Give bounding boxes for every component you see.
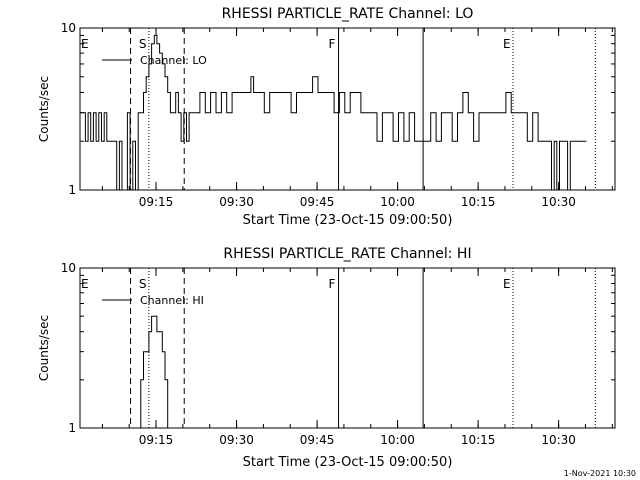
series-line bbox=[138, 315, 169, 429]
x-tick-label: 10:00 bbox=[380, 433, 415, 447]
x-tick-label: 10:30 bbox=[541, 195, 576, 209]
x-tick-label: 09:15 bbox=[139, 433, 174, 447]
legend-label: Channel: HI bbox=[140, 294, 204, 307]
y-axis-label: Counts/sec bbox=[37, 76, 51, 142]
x-tick-label: 09:45 bbox=[300, 433, 335, 447]
x-axis-label: Start Time (23-Oct-15 09:00:50) bbox=[243, 455, 453, 470]
chart-title: RHESSI PARTICLE_RATE Channel: LO bbox=[222, 6, 474, 22]
legend-label: Channel: LO bbox=[140, 54, 207, 67]
corner-marker-label: E bbox=[81, 37, 89, 51]
y-axis-label: Counts/sec bbox=[37, 315, 51, 381]
x-tick-label: 10:15 bbox=[461, 195, 496, 209]
y-tick-label: 10 bbox=[61, 261, 76, 275]
chart-panel-hi: RHESSI PARTICLE_RATE Channel: HI 10 1 09:15… bbox=[37, 246, 616, 470]
chart-title: RHESSI PARTICLE_RATE Channel: HI bbox=[223, 246, 471, 262]
x-tick-label: 10:15 bbox=[461, 433, 496, 447]
marker-label: S bbox=[139, 37, 147, 51]
x-tick-label: 09:30 bbox=[219, 195, 254, 209]
marker-label: S bbox=[139, 277, 147, 291]
x-tick-label: 10:00 bbox=[380, 195, 415, 209]
marker-label: F bbox=[329, 277, 336, 291]
x-tick-label: 09:15 bbox=[139, 195, 174, 209]
plot-frame bbox=[79, 27, 616, 191]
x-axis-label: Start Time (23-Oct-15 09:00:50) bbox=[243, 213, 453, 228]
y-tick-label: 1 bbox=[68, 183, 76, 197]
chart-panel-lo: RHESSI PARTICLE_RATE Channel: LO 10 1 09:15… bbox=[37, 6, 616, 228]
x-tick-label: 10:30 bbox=[541, 433, 576, 447]
corner-marker-label: E bbox=[81, 277, 89, 291]
marker-label: E bbox=[503, 277, 511, 291]
series-line bbox=[80, 34, 587, 191]
marker-label: E bbox=[503, 37, 511, 51]
plot-frame bbox=[79, 267, 616, 429]
y-tick-label: 10 bbox=[61, 21, 76, 35]
y-tick-label: 1 bbox=[68, 421, 76, 435]
footer-date-stamp: 1-Nov-2021 10:30 bbox=[563, 469, 636, 478]
x-tick-label: 09:30 bbox=[219, 433, 254, 447]
marker-label: F bbox=[329, 37, 336, 51]
x-tick-label: 09:45 bbox=[300, 195, 335, 209]
